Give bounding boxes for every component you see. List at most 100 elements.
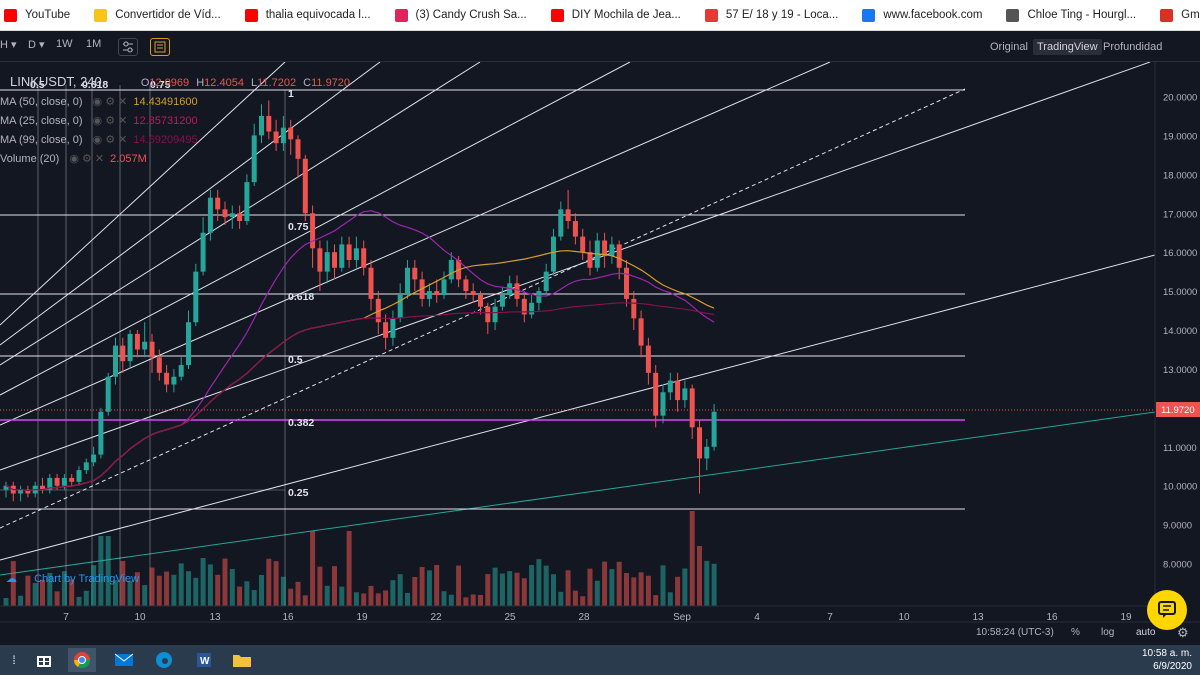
interval-month[interactable]: 1M	[86, 38, 102, 50]
gear-icon[interactable]: ⚙	[1177, 625, 1189, 640]
candle-body	[302, 158, 308, 214]
volume-bar	[295, 581, 301, 606]
volume-bar	[178, 563, 184, 606]
bookmark-label: DIY Mochila de Jea...	[571, 9, 681, 21]
volume-bar	[310, 531, 316, 606]
legend-symbol-row: LINKUSDT, 240 O12.0969 H12.4054 L11.7202…	[10, 74, 351, 89]
volume-bar	[704, 560, 710, 606]
volume-bar	[551, 574, 556, 606]
tradingview-watermark[interactable]: ☁ Chart by TradingView	[6, 572, 139, 585]
price-axis-label: 9.0000	[1163, 521, 1192, 532]
log-toggle[interactable]: log	[1101, 627, 1115, 638]
candle-body	[478, 294, 483, 307]
youtube-icon	[550, 8, 564, 22]
volume-bar	[375, 593, 381, 606]
candle-body	[3, 485, 9, 490]
candle-body	[638, 318, 644, 346]
legend-controls-icon[interactable]: ◉ ⚙ ✕	[92, 115, 128, 127]
word-icon[interactable]: W	[190, 648, 218, 672]
fib-level-label: 0.382	[288, 417, 314, 429]
auto-toggle[interactable]: auto	[1136, 627, 1156, 638]
bookmark-label: Chloe Ting - Hourgl...	[1027, 9, 1137, 21]
bookmark-2[interactable]: thalia equivocada l...	[239, 0, 377, 30]
volume-bar	[397, 574, 403, 606]
candle-body	[551, 236, 556, 272]
timezone-clock[interactable]: 10:58:24 (UTC-3)	[976, 627, 1054, 638]
candle-body	[499, 294, 505, 307]
bookmark-5[interactable]: 57 E/ 18 y 19 - Loca...	[699, 0, 845, 30]
current-price-label: 11.9720	[1161, 405, 1195, 416]
chart-toolbar: H ▾ D ▾ 1W 1M	[0, 31, 1200, 62]
chrome-icon[interactable]	[68, 648, 96, 672]
interval-week[interactable]: 1W	[56, 38, 73, 50]
bookmark-1[interactable]: Convertidor de Víd...	[88, 0, 226, 30]
volume-bar	[134, 572, 140, 606]
candle-body	[251, 135, 257, 183]
legend-ma50-row[interactable]: MA (50, close, 0) ◉ ⚙ ✕ 14.43491600	[0, 93, 350, 112]
legend-controls-icon[interactable]: ◉ ⚙ ✕	[92, 96, 128, 108]
volume-bar	[602, 561, 608, 606]
volume-bar	[317, 566, 323, 606]
view-original-tab[interactable]: Original	[990, 41, 1028, 53]
indicators-icon[interactable]	[150, 38, 170, 56]
legend-ma25-row[interactable]: MA (25, close, 0) ◉ ⚙ ✕ 12.85731200	[0, 112, 350, 131]
volume-bar	[266, 558, 272, 606]
ma25-value: 12.85731200	[133, 115, 198, 127]
mail-icon[interactable]	[110, 648, 138, 672]
legend-controls-icon[interactable]: ◉ ⚙ ✕	[69, 153, 105, 165]
legend-volume-row[interactable]: Volume (20) ◉ ⚙ ✕ 2.057M	[0, 150, 350, 169]
candle-body	[660, 392, 666, 416]
youtube-icon	[4, 8, 17, 22]
bookmark-3[interactable]: (3) Candy Crush Sa...	[389, 0, 533, 30]
legend-ma99-row[interactable]: MA (99, close, 0) ◉ ⚙ ✕ 14.69209495	[0, 131, 350, 150]
candle-body	[441, 279, 447, 295]
candle-body	[353, 248, 359, 260]
date-axis-label: 4	[754, 612, 760, 623]
candle-body	[76, 470, 82, 482]
view-depth-tab[interactable]: Profundidad	[1103, 41, 1163, 53]
legend-controls-icon[interactable]: ◉ ⚙ ✕	[92, 134, 128, 146]
candle-body	[105, 376, 111, 412]
candle-body	[149, 341, 155, 358]
chat-button[interactable]	[1147, 590, 1187, 630]
percent-toggle[interactable]: %	[1071, 627, 1080, 638]
candle-body	[324, 252, 330, 272]
volume-bar	[653, 595, 659, 606]
svg-text:W: W	[200, 656, 210, 667]
volume-bar	[587, 568, 593, 606]
candle-body	[572, 221, 578, 237]
candle-body	[142, 341, 148, 350]
bookmark-8[interactable]: Gmail	[1154, 0, 1200, 30]
interval-hours[interactable]: H ▾	[0, 39, 17, 51]
chat-icon	[1158, 601, 1176, 618]
volume-bar	[105, 536, 111, 606]
candle-body	[653, 372, 659, 416]
hand-icon	[94, 8, 108, 22]
date-axis-label: 13	[972, 612, 984, 623]
candle-body	[397, 294, 403, 319]
bookmark-0[interactable]: YouTube	[0, 0, 76, 30]
volume-bar	[237, 586, 243, 606]
taskbar-edge-icon[interactable]: ⁞	[12, 653, 16, 667]
view-tradingview-tab[interactable]: TradingView	[1033, 39, 1102, 55]
candle-body	[156, 357, 162, 373]
edge-browser-icon[interactable]	[150, 648, 178, 672]
volume-bar	[456, 565, 462, 606]
volume-bar	[91, 565, 97, 606]
interval-day[interactable]: D ▾	[28, 39, 45, 51]
candle-body	[200, 232, 206, 272]
candle-body	[675, 380, 681, 401]
bookmark-7[interactable]: Chloe Ting - Hourgl...	[1000, 0, 1142, 30]
file-explorer-icon[interactable]	[228, 648, 256, 672]
settings-sliders-icon[interactable]	[118, 38, 138, 56]
ma50-value: 14.43491600	[133, 96, 198, 108]
system-clock[interactable]: 10:58 a. m. 6/9/2020	[1142, 647, 1192, 673]
volume-bar	[594, 580, 600, 606]
ma25-label: MA (25, close, 0)	[0, 115, 83, 127]
price-chart[interactable]: 0.5 0.618 0.75 1 0.75 0.618 0.5 0.382 0.25 20.00…	[0, 62, 1200, 645]
store-icon[interactable]	[30, 648, 58, 672]
symbol-label[interactable]: LINKUSDT, 240	[10, 74, 102, 89]
bookmark-6[interactable]: www.facebook.com	[856, 0, 988, 30]
bookmark-4[interactable]: DIY Mochila de Jea...	[545, 0, 687, 30]
volume-bar	[660, 565, 666, 606]
